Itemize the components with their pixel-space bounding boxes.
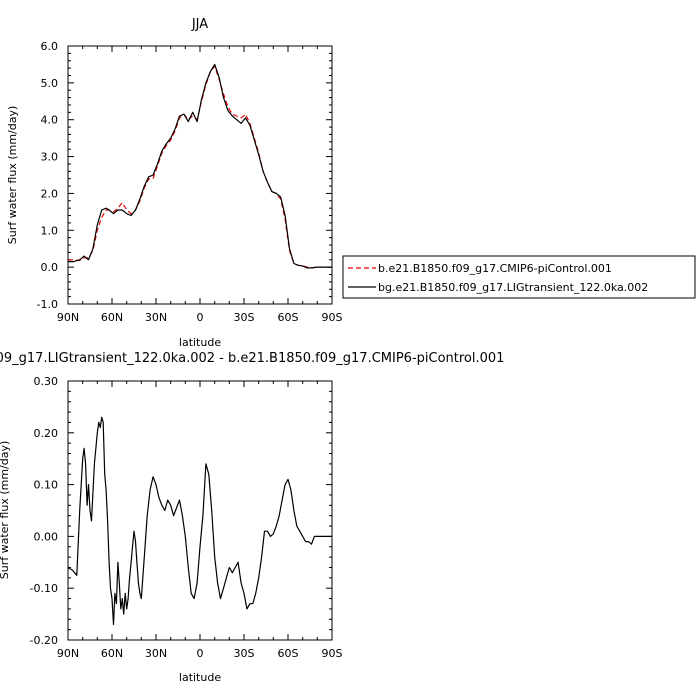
bottom-series-line-0 <box>67 416 332 626</box>
legend-box <box>342 255 696 299</box>
bottom-plot-frame <box>67 380 333 641</box>
top-x-tick-label: 30S <box>234 311 255 324</box>
top-panel: JJA Surf water flux (mm/day) latitude 90… <box>6 17 343 349</box>
top-x-axis-label: latitude <box>179 336 221 349</box>
top-y-tick-label: -1.0 <box>37 298 58 311</box>
bottom-panel: bg.e21.B1850.f09_g17.LIGtransient_122.0k… <box>0 351 504 684</box>
bottom-x-tick-label: 0 <box>197 647 204 660</box>
top-y-axis-label: Surf water flux (mm/day) <box>6 106 19 245</box>
legend: b.e21.B1850.f09_g17.CMIP6-piControl.001 … <box>342 255 696 299</box>
top-x-tick-label: 90S <box>322 311 343 324</box>
bottom-y-axis-label: Surf water flux (mm/day) <box>0 441 11 580</box>
top-y-tick-label: 6.0 <box>41 40 59 53</box>
bottom-y-tick-label: -0.20 <box>30 634 58 647</box>
top-y-tick-label: 4.0 <box>41 114 59 127</box>
bottom-x-tick-label: 90S <box>322 647 343 660</box>
top-series-lines <box>68 63 332 269</box>
legend-label-control: b.e21.B1850.f09_g17.CMIP6-piControl.001 <box>378 262 612 275</box>
top-x-tick-label: 60N <box>101 311 123 324</box>
top-chart-title: JJA <box>191 17 208 32</box>
top-x-tick-label: 0 <box>197 311 204 324</box>
top-series-line-1 <box>68 63 332 269</box>
top-x-tick-label: 60S <box>278 311 299 324</box>
bottom-y-tick-label: 0.00 <box>34 530 59 543</box>
top-plot-frame <box>67 45 333 305</box>
bottom-x-tick-label: 30N <box>145 647 167 660</box>
bottom-x-axis-label: latitude <box>179 671 221 684</box>
top-y-tick-label: 1.0 <box>41 224 59 237</box>
bottom-y-tick-label: 0.30 <box>34 375 59 388</box>
bottom-x-tick-label: 60S <box>278 647 299 660</box>
top-y-tick-label: 2.0 <box>41 187 59 200</box>
top-y-tick-label: 3.0 <box>41 151 59 164</box>
bottom-y-tick-label: 0.10 <box>34 479 59 492</box>
bottom-y-tick-label: -0.10 <box>30 582 58 595</box>
legend-label-lig: bg.e21.B1850.f09_g17.LIGtransient_122.0k… <box>378 281 648 294</box>
bottom-y-tick-label: 0.20 <box>34 427 59 440</box>
bottom-series-lines <box>67 416 332 626</box>
bottom-x-tick-label: 90N <box>57 647 79 660</box>
bottom-chart-title: bg.e21.B1850.f09_g17.LIGtransient_122.0k… <box>0 351 504 366</box>
top-x-tick-label: 30N <box>145 311 167 324</box>
top-y-tick-label: 0.0 <box>41 261 59 274</box>
top-x-tick-label: 90N <box>57 311 79 324</box>
bottom-x-tick-label: 60N <box>101 647 123 660</box>
top-y-tick-label: 5.0 <box>41 77 59 90</box>
top-axis-ticks: 90N 60N 30N 0 30S 60S 90S -1.0 0.0 1.0 2.0 3.0 4.0 5.… <box>37 40 343 324</box>
top-series-line-0 <box>68 65 332 269</box>
bottom-x-tick-label: 30S <box>234 647 255 660</box>
